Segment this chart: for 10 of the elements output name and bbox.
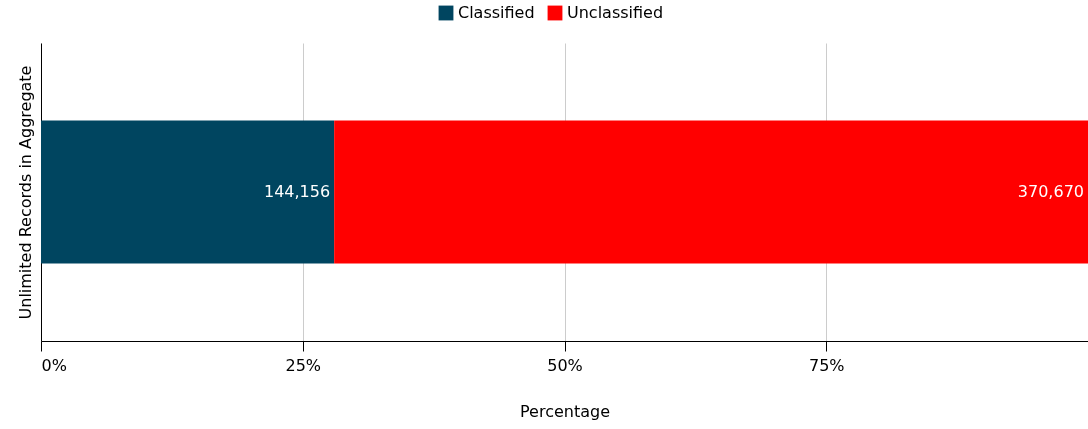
x-tick-label: 25%: [285, 355, 322, 375]
x-axis-title: Percentage: [519, 401, 611, 421]
x-tick-label: 50%: [547, 355, 583, 375]
legend-label: Unclassified: [567, 3, 664, 22]
annotation: 144,156: [263, 182, 331, 201]
x-tick-label: 75%: [808, 355, 845, 375]
annotation: 370,670: [1017, 182, 1084, 201]
y-axis-title: Unlimited Records in Aggregate: [15, 65, 35, 320]
x-tick-label: 0%: [41, 355, 67, 375]
legend-label: Classified: [458, 3, 535, 22]
